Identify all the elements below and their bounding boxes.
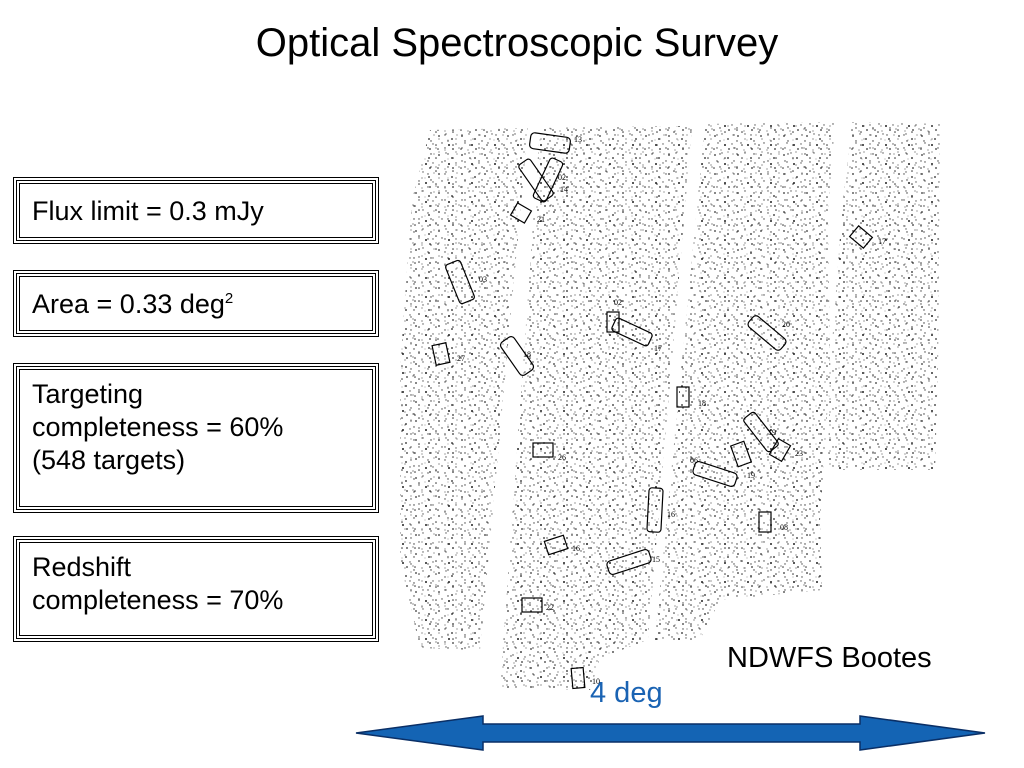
field-16a: [646, 487, 664, 533]
field-label: 27: [457, 354, 465, 363]
field-26: [532, 442, 554, 458]
field-label: 16: [667, 510, 675, 519]
targeting-completeness-box: Targeting completeness = 60% (548 target…: [13, 363, 379, 513]
field-label: 18: [523, 350, 531, 359]
field-outlines: [431, 132, 874, 690]
strip-2-overlay: [500, 126, 692, 690]
field-label: 06: [690, 456, 698, 465]
field-label: 19: [747, 471, 755, 480]
field-18b: [676, 386, 690, 408]
field-16b: [543, 534, 569, 556]
field-18a: [499, 335, 535, 377]
redshift-completeness-text: Redshift completeness = 70%: [19, 542, 373, 636]
field-label: 02: [614, 298, 622, 307]
field-17b: [848, 225, 874, 249]
strip-4-overlay: [828, 122, 940, 470]
region-label: NDWFS Bootes: [727, 642, 932, 674]
field-19b: [729, 440, 753, 468]
field-label: 19: [768, 428, 776, 437]
field-label: 16: [572, 544, 580, 553]
field-label: 23: [795, 449, 803, 458]
strip-3-overlay: [655, 122, 835, 640]
field-label: 15: [652, 555, 660, 564]
field-label: 17: [878, 237, 886, 246]
field-17a: [611, 317, 653, 347]
area-text: Area = 0.33 deg: [32, 289, 225, 319]
field-10: [570, 666, 586, 690]
field-02b: [606, 311, 620, 333]
scale-arrow-icon: [355, 715, 986, 751]
field-14: [532, 157, 564, 203]
field-label: 08: [780, 523, 788, 532]
field-label: 22: [546, 603, 554, 612]
field-22: [521, 597, 543, 613]
flux-limit-box: Flux limit = 0.3 mJy: [13, 177, 379, 244]
field-label: 18: [698, 399, 706, 408]
field-label: 20: [782, 320, 790, 329]
field-label: 14: [560, 185, 568, 194]
field-03: [445, 259, 475, 305]
field-06: [692, 460, 738, 488]
field-label: 26: [558, 453, 566, 462]
redshift-completeness-box: Redshift completeness = 70%: [13, 536, 379, 642]
field-label: 10: [592, 677, 600, 686]
field-13: [528, 132, 572, 154]
strip-1-overlay: [400, 128, 528, 650]
area-text-wrapper: Area = 0.33 deg2: [19, 276, 373, 331]
field-23: [768, 437, 792, 463]
flux-limit-text: Flux limit = 0.3 mJy: [19, 183, 373, 238]
field-21: [509, 202, 533, 224]
field-20: [747, 315, 787, 351]
field-08: [758, 511, 772, 533]
area-superscript: 2: [224, 290, 234, 307]
targeting-completeness-text: Targeting completeness = 60% (548 target…: [19, 369, 373, 507]
field-15: [606, 548, 652, 576]
survey-strips: [400, 122, 940, 690]
field-labels: 13 02 14 21 03 27 18 02 17 18 20 17 19 2…: [457, 135, 886, 686]
field-label: 17: [654, 344, 662, 353]
field-label: 13: [574, 135, 582, 144]
slide-title: Optical Spectroscopic Survey: [255, 21, 779, 65]
field-19a: [743, 411, 779, 453]
field-label: 02: [558, 173, 566, 182]
field-27: [431, 342, 451, 366]
scale-label: 4 deg: [590, 677, 663, 709]
area-box: Area = 0.33 deg2: [13, 270, 379, 337]
field-label: 21: [537, 215, 545, 224]
field-label: 03: [479, 275, 487, 284]
